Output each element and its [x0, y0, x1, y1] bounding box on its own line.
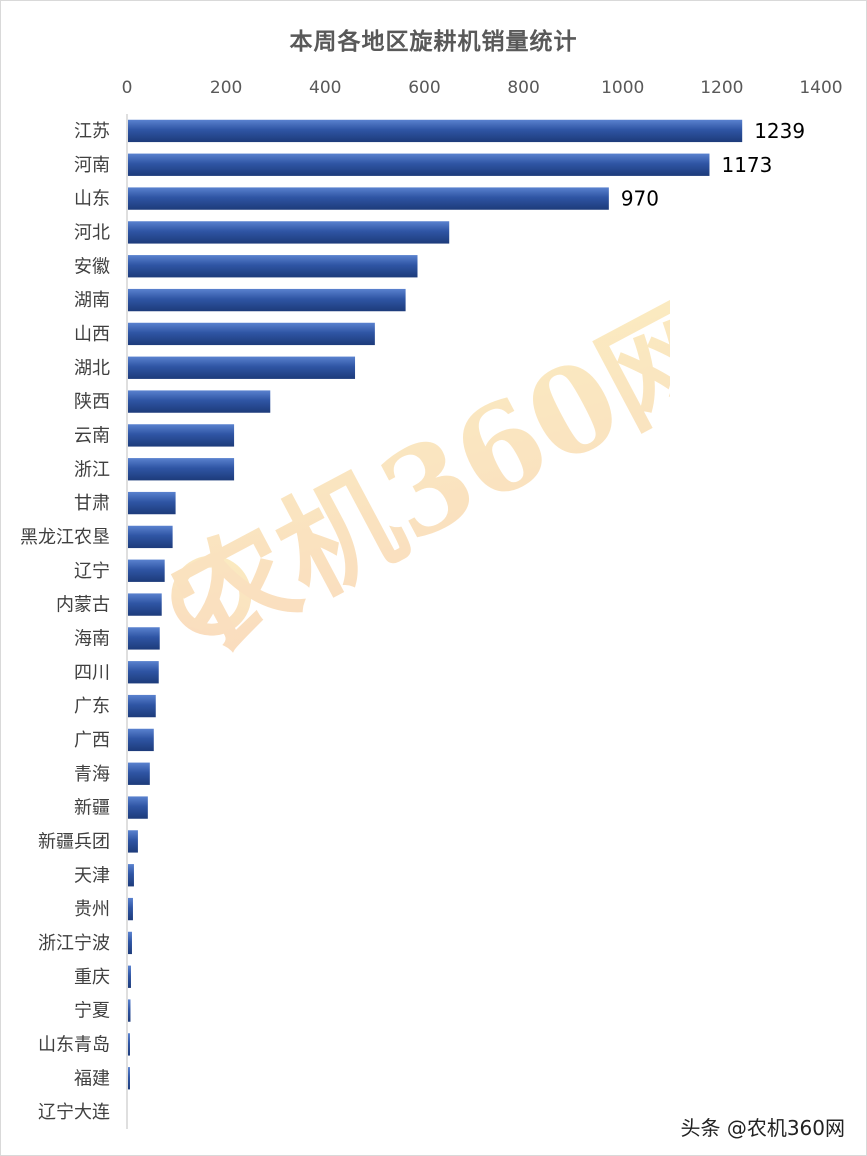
category-label: 青海: [74, 764, 110, 785]
bar: [128, 1067, 130, 1090]
bar: [128, 187, 609, 210]
data-label: 1173: [721, 153, 772, 177]
category-label: 宁夏: [74, 1001, 110, 1022]
category-label: 广西: [74, 730, 110, 751]
category-label: 浙江宁波: [38, 933, 110, 954]
category-label: 河南: [74, 155, 110, 176]
category-label: 海南: [74, 628, 110, 649]
category-label: 江苏: [74, 121, 110, 142]
category-label: 浙江: [74, 459, 110, 480]
category-label: 广东: [74, 696, 110, 717]
category-label: 辽宁: [74, 561, 110, 582]
bar: [128, 931, 132, 955]
category-label: 安徽: [74, 256, 110, 277]
data-label: 970: [621, 187, 659, 211]
bar: [128, 897, 133, 921]
category-label: 新疆兵团: [38, 831, 110, 852]
bar: [128, 153, 710, 176]
bar: [128, 221, 450, 244]
category-label: 黑龙江农垦: [20, 527, 110, 548]
bar: [128, 830, 138, 853]
category-label: 四川: [74, 662, 110, 683]
category-label: 重庆: [74, 967, 110, 988]
bar: [128, 390, 271, 413]
x-tick-label: 200: [210, 78, 242, 98]
bar: [128, 965, 131, 988]
category-label: 湖北: [74, 358, 110, 379]
x-tick-label: 400: [309, 78, 341, 98]
bar: [128, 1033, 130, 1056]
bar: [128, 694, 156, 718]
bar: [128, 559, 165, 582]
x-tick-label: 1000: [601, 78, 644, 98]
x-tick-label: 800: [507, 78, 539, 98]
category-label: 湖南: [74, 290, 110, 311]
bar: [128, 762, 150, 785]
x-tick-label: 600: [408, 78, 440, 98]
bar: [128, 627, 160, 650]
category-label: 山东青岛: [38, 1034, 110, 1055]
source-credit: 头条 @农机360网: [680, 1116, 845, 1140]
category-label: 河北: [74, 222, 110, 243]
category-label: 云南: [74, 425, 110, 446]
bar: [128, 491, 176, 515]
x-tick-label: 0: [122, 78, 133, 98]
bar: [128, 661, 159, 684]
category-label: 福建: [74, 1068, 110, 1089]
x-tick-label: 1200: [700, 78, 743, 98]
category-label: 新疆: [74, 798, 110, 819]
x-tick-label: 1400: [799, 78, 842, 98]
bar: [128, 255, 418, 278]
data-label: 1239: [754, 119, 805, 143]
bar: [128, 999, 131, 1022]
bar: [128, 322, 375, 346]
bar: [128, 525, 173, 549]
bar: [128, 356, 356, 379]
chart-title: 本周各地区旋耕机销量统计: [289, 29, 578, 55]
bar: [128, 864, 134, 887]
bar: [128, 796, 148, 819]
category-label: 贵州: [74, 899, 110, 920]
bar: [128, 424, 235, 447]
bar: [128, 728, 154, 752]
category-label: 陕西: [74, 392, 110, 413]
category-label: 甘肃: [74, 493, 110, 514]
category-label: 辽宁大连: [38, 1102, 110, 1123]
category-label: 天津: [74, 865, 110, 886]
bar: [128, 458, 235, 481]
category-label: 山东: [74, 189, 110, 210]
bar: [128, 593, 162, 616]
category-label: 内蒙古: [56, 595, 110, 616]
bar: [128, 119, 743, 143]
bar: [128, 288, 406, 312]
category-label: 山西: [74, 324, 110, 345]
